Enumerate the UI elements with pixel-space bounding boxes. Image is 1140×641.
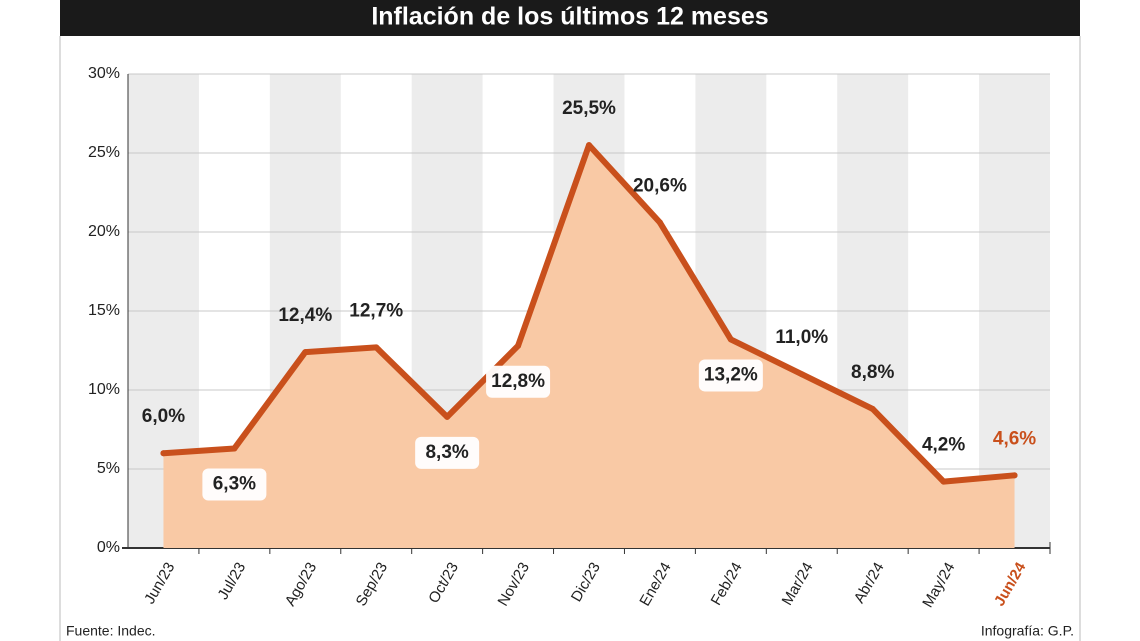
data-label: 6,3% [213, 473, 256, 494]
x-tick-label: Sep/23 [353, 559, 391, 609]
point [231, 445, 238, 452]
area [163, 145, 1015, 548]
x-tick-label: Oct/23 [425, 559, 462, 606]
point [373, 344, 380, 351]
data-label: 4,6% [993, 428, 1036, 449]
point [727, 336, 734, 343]
point [656, 219, 663, 226]
title-bar [60, 0, 1080, 36]
y-tick-label: 20% [88, 223, 120, 240]
data-label: 12,4% [278, 305, 332, 326]
y-tick-label: 5% [97, 460, 120, 477]
x-tick-label: Jun/24 [991, 559, 1030, 609]
x-tick-label: Feb/24 [708, 559, 746, 608]
point [586, 142, 592, 149]
y-tick-label: 15% [88, 302, 120, 319]
x-tick-label: Jun/23 [141, 559, 178, 607]
x-tick-label: Dic/23 [568, 559, 604, 604]
data-label: 25,5% [562, 98, 616, 119]
label-box [415, 436, 480, 469]
data-label: 8,8% [851, 362, 894, 383]
y-tick-label: 25% [88, 144, 120, 161]
y-tick-label: 30% [88, 65, 120, 82]
x-tick-label: Mar/24 [779, 559, 817, 608]
point [160, 450, 167, 457]
point [302, 349, 309, 356]
y-tick-label: 0% [97, 539, 120, 556]
point [1011, 472, 1018, 479]
x-tick-label: Jul/23 [215, 559, 250, 602]
point [515, 342, 522, 349]
data-label: 13,2% [704, 364, 758, 385]
chart-title: Inflación de los últimos 12 meses [371, 3, 768, 31]
x-tick-label: Ene/24 [636, 559, 674, 609]
x-tick-label: Nov/23 [494, 559, 532, 609]
x-tick-label: Abr/24 [851, 559, 888, 606]
x-tick-label: Ago/23 [282, 559, 320, 609]
point [869, 405, 876, 412]
point [798, 371, 805, 378]
point [444, 413, 451, 420]
point [940, 478, 947, 485]
data-label: 8,3% [425, 442, 468, 463]
label-box [486, 365, 551, 398]
data-label: 12,7% [349, 300, 403, 321]
data-label: 20,6% [633, 176, 687, 197]
source: Fuente: Indec. [66, 623, 156, 639]
y-tick-label: 10% [88, 381, 120, 398]
label-box [202, 468, 267, 501]
credit: Infografía: G.P. [981, 623, 1074, 639]
data-label: 12,8% [491, 371, 545, 392]
data-label: 4,2% [922, 435, 965, 456]
x-tick-label: May/24 [919, 559, 958, 610]
label-box [698, 359, 763, 392]
data-label: 6,0% [142, 406, 185, 427]
data-label: 11,0% [775, 327, 828, 348]
